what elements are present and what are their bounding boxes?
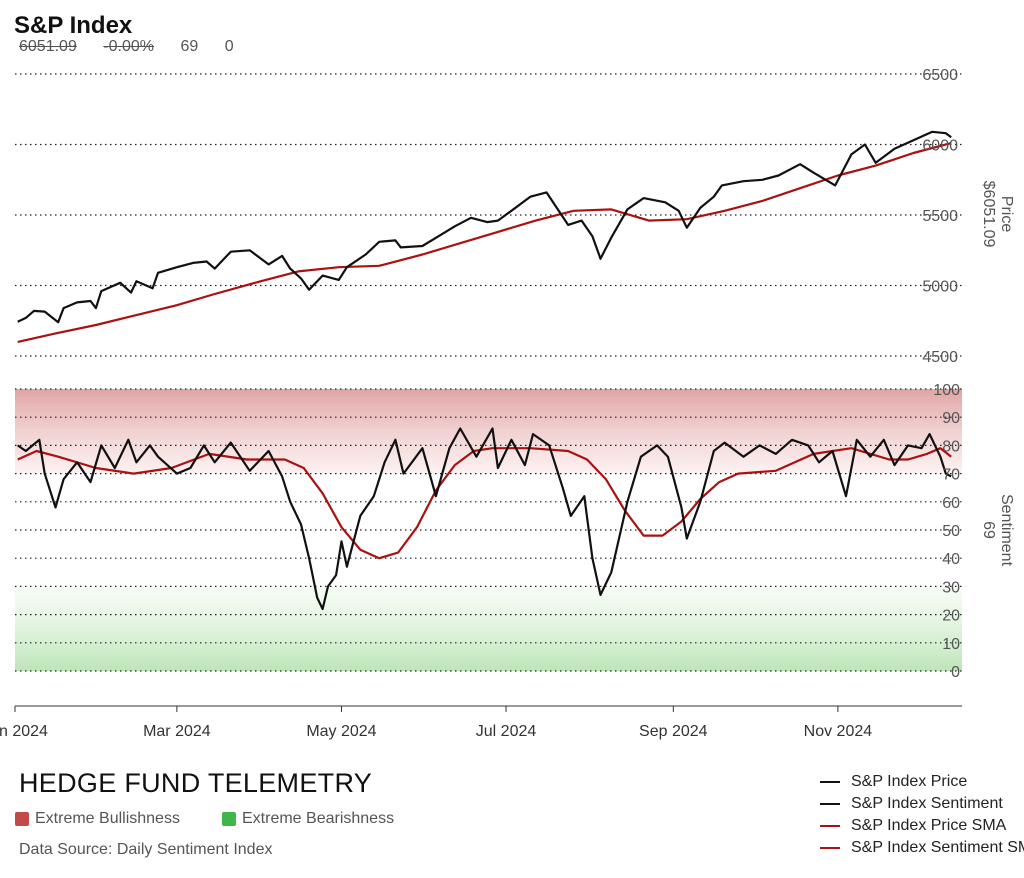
sentiment-tick-label: 100 bbox=[933, 382, 960, 399]
legend-line bbox=[820, 847, 840, 849]
sentiment-tick-label: 0 bbox=[951, 664, 960, 681]
x-tick-label: May 2024 bbox=[306, 723, 376, 740]
price-tick-label: 4500 bbox=[922, 349, 958, 366]
sentiment-value: 69 bbox=[180, 38, 199, 55]
sentiment-line bbox=[17, 427, 952, 611]
bear-zone-label: Extreme Bearishness bbox=[242, 810, 395, 827]
legend-label: S&P Index Sentiment bbox=[851, 795, 1003, 812]
sentiment-tick-label: 40 bbox=[942, 551, 960, 568]
legend-label: S&P Index Price SMA bbox=[851, 817, 1007, 834]
chart-canvas: 4500 5000 5500 6000 6500 0 10 20 30 40 50 60 70 80 90 1… bbox=[0, 67, 1015, 740]
legend-label: S&P Index Price bbox=[851, 773, 968, 790]
change-percent: -0.00% bbox=[103, 38, 154, 55]
sentiment-tick-label: 30 bbox=[942, 579, 960, 596]
price-line bbox=[17, 130, 952, 324]
extra-value: 0 bbox=[224, 38, 234, 55]
bear-swatch bbox=[222, 812, 236, 826]
price-sma-line bbox=[17, 142, 952, 343]
x-tick-label: Mar 2024 bbox=[143, 723, 211, 740]
x-tick-label: Sep 2024 bbox=[639, 723, 708, 740]
bull-swatch bbox=[15, 812, 29, 826]
sentiment-sma-line bbox=[17, 447, 952, 560]
extreme-bullishness-zone bbox=[15, 389, 962, 474]
legend-line bbox=[820, 803, 840, 805]
legend-label: S&P Index Sentiment SMA bbox=[851, 839, 1024, 856]
x-tick-label: Nov 2024 bbox=[804, 723, 873, 740]
sentiment-tick-label: 70 bbox=[942, 467, 960, 484]
legend-line bbox=[820, 825, 840, 827]
legend-line bbox=[820, 781, 840, 783]
x-tick-label: Jul 2024 bbox=[476, 723, 537, 740]
bull-zone-legend: Extreme Bullishness bbox=[15, 810, 180, 828]
price-stats: 6051.09 -0.00% 69 0 bbox=[19, 38, 256, 56]
sentiment-tick-label: 80 bbox=[942, 438, 960, 455]
price-axis-title: Price$6051.09 bbox=[980, 181, 1015, 248]
chart-title: S&P Index bbox=[14, 12, 133, 39]
legend-item[interactable]: S&P Index Price SMA bbox=[820, 815, 1024, 837]
extreme-bearishness-zone bbox=[15, 586, 962, 671]
legend-item[interactable]: S&P Index Price bbox=[820, 771, 1024, 793]
sentiment-tick-label: 60 bbox=[942, 495, 960, 512]
data-source: Data Source: Daily Sentiment Index bbox=[19, 841, 273, 858]
sentiment-axis-title: Sentiment69 bbox=[980, 494, 1015, 567]
price-tick-label: 5000 bbox=[922, 279, 958, 296]
bull-zone-label: Extreme Bullishness bbox=[35, 810, 180, 827]
price-tick-label: 6000 bbox=[922, 138, 958, 155]
legend-item[interactable]: S&P Index Sentiment SMA bbox=[820, 837, 1024, 859]
legend-item[interactable]: S&P Index Sentiment bbox=[820, 793, 1024, 815]
price-tick-label: 5500 bbox=[922, 208, 958, 225]
sentiment-tick-label: 90 bbox=[942, 410, 960, 427]
x-tick-label: Jan 2024 bbox=[0, 723, 48, 740]
sentiment-tick-label: 50 bbox=[942, 523, 960, 540]
sentiment-tick-label: 10 bbox=[942, 636, 960, 653]
price-tick-label: 6500 bbox=[922, 67, 958, 84]
bear-zone-legend: Extreme Bearishness bbox=[222, 810, 394, 828]
series-legend: S&P Index Price S&P Index Sentiment S&P … bbox=[820, 771, 1024, 859]
sentiment-tick-label: 20 bbox=[942, 608, 960, 625]
brand-name: HEDGE FUND TELEMETRY bbox=[19, 768, 373, 798]
last-price: 6051.09 bbox=[19, 38, 77, 55]
